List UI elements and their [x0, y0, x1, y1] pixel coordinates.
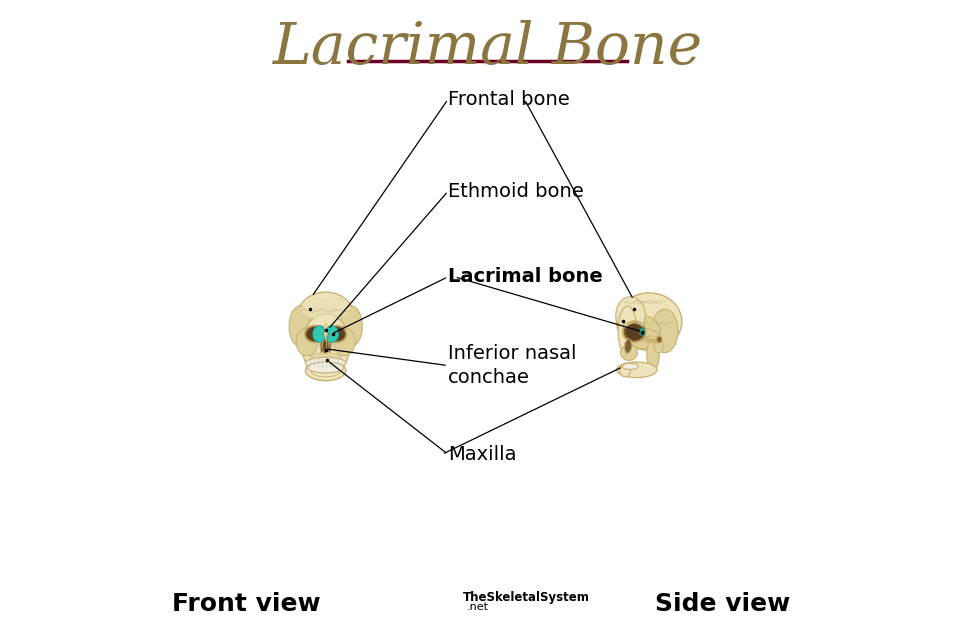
Text: Lacrimal Bone: Lacrimal Bone [272, 20, 703, 76]
Ellipse shape [340, 306, 362, 347]
Ellipse shape [622, 363, 639, 370]
Ellipse shape [295, 298, 340, 349]
Ellipse shape [326, 326, 346, 331]
Text: TheSkeletalSystem: TheSkeletalSystem [463, 591, 590, 604]
Polygon shape [320, 339, 332, 354]
Ellipse shape [646, 339, 659, 370]
Text: .net: .net [466, 602, 488, 612]
Ellipse shape [312, 368, 339, 377]
Ellipse shape [629, 329, 660, 349]
Ellipse shape [654, 340, 663, 353]
Ellipse shape [307, 362, 344, 373]
Ellipse shape [625, 324, 644, 340]
Ellipse shape [326, 346, 330, 352]
Polygon shape [624, 337, 632, 354]
Ellipse shape [310, 353, 341, 362]
Ellipse shape [651, 309, 678, 353]
Ellipse shape [311, 298, 356, 349]
Text: Frontal bone: Frontal bone [448, 90, 570, 109]
Ellipse shape [330, 328, 344, 341]
Ellipse shape [618, 306, 637, 356]
Ellipse shape [616, 362, 657, 378]
Text: Maxilla: Maxilla [448, 445, 517, 464]
Text: Inferior nasal
conchae: Inferior nasal conchae [448, 344, 576, 387]
Text: Side view: Side view [654, 591, 790, 616]
Text: Ethmoid bone: Ethmoid bone [448, 181, 584, 200]
Text: Lacrimal bone: Lacrimal bone [448, 267, 603, 286]
Ellipse shape [305, 357, 346, 368]
Ellipse shape [322, 322, 330, 343]
Ellipse shape [322, 346, 326, 352]
Ellipse shape [623, 322, 643, 329]
Ellipse shape [305, 326, 326, 331]
Text: Front view: Front view [172, 591, 321, 616]
Ellipse shape [656, 336, 662, 343]
Ellipse shape [642, 336, 662, 343]
Ellipse shape [327, 326, 347, 343]
Ellipse shape [290, 306, 311, 347]
Ellipse shape [296, 328, 318, 356]
Ellipse shape [295, 292, 356, 350]
Ellipse shape [623, 321, 646, 342]
Ellipse shape [301, 298, 351, 320]
Ellipse shape [623, 315, 660, 347]
Ellipse shape [620, 364, 631, 377]
Ellipse shape [616, 293, 682, 350]
Ellipse shape [304, 326, 325, 343]
Ellipse shape [301, 314, 350, 376]
Ellipse shape [616, 297, 645, 334]
Ellipse shape [620, 345, 638, 361]
Ellipse shape [307, 328, 323, 341]
Polygon shape [640, 328, 644, 336]
Ellipse shape [333, 328, 355, 356]
Ellipse shape [323, 340, 330, 354]
Ellipse shape [305, 361, 346, 381]
